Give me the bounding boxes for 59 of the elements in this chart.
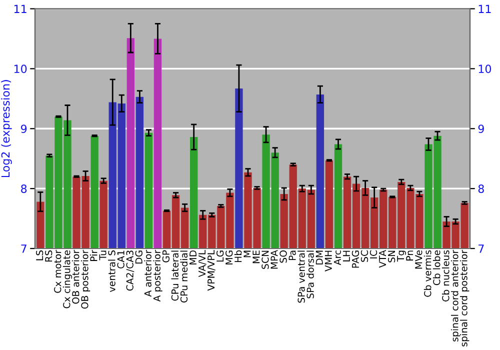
x-tick-label: CPu medial (180, 250, 188, 303)
y2-tick-label: 7 (478, 244, 484, 253)
x-tick-label: OB anterior (72, 250, 80, 304)
x-tick-label: SC (360, 250, 368, 262)
x-tick-label: MD (190, 250, 196, 264)
x-tick-label: SPa ventral (298, 250, 305, 303)
x-tick-label: CPu lateral (171, 250, 179, 301)
x-tick-label: VPM/VPL (208, 250, 216, 291)
x-tick-label: Pa (288, 250, 296, 260)
x-tick-label: DM (316, 250, 323, 264)
x-tick-label: A posterior (153, 250, 162, 302)
x-tick-label: VTA (379, 250, 386, 268)
x-tick-label: GP (162, 250, 170, 262)
y2-tick-label: 11 (478, 4, 491, 13)
x-tick-label: ME (252, 250, 260, 264)
x-tick-label: OB posterior (80, 250, 90, 309)
y-tick-label: 8 (21, 184, 27, 193)
x-tick-label: spinal cord posterior (460, 250, 470, 346)
x-tick-label: Cx motor (54, 250, 62, 293)
y-tick-label: 10 (14, 64, 27, 74)
x-tick-label: Tg (397, 250, 406, 262)
x-tick-label: VMH (324, 250, 332, 272)
y-tick-label: 7 (21, 244, 26, 253)
x-tick-label: CA1 (117, 250, 124, 268)
x-tick-label: Pir (90, 250, 98, 261)
x-tick-label: MG (226, 250, 233, 264)
x-tick-label: Hb (234, 250, 242, 262)
x-tick-label: MPA (270, 250, 278, 269)
x-tick-label: LS (36, 250, 44, 260)
x-tick-label: M (244, 250, 251, 258)
y2-tick-label: 9 (478, 124, 484, 134)
x-tick-label: Cb lobe (432, 250, 440, 286)
y-axis-title: Log2 (expression) (1, 80, 12, 178)
x-tick-label: SPa dorsal (306, 250, 314, 298)
x-tick-label: Cb vermis (424, 250, 432, 297)
x-tick-label: VA/VL (198, 250, 206, 278)
x-tick-label: ventral S (108, 250, 116, 292)
x-tick-label: Arc (334, 250, 341, 266)
x-tick-label: A anterior (144, 250, 152, 297)
x-tick-label: MVe (415, 250, 422, 269)
x-tick-label: LG (216, 250, 224, 262)
y-tick-label: 9 (20, 124, 27, 134)
y2-tick-label: 8 (478, 184, 484, 193)
x-tick-label: Cb nucleus (442, 250, 450, 302)
x-tick-label: spinal cord anterior (450, 250, 460, 342)
x-tick-label: CA2/CA3 (126, 250, 134, 291)
x-tick-label: SCN (262, 250, 269, 269)
x-tick-label: Tu (99, 250, 106, 260)
x-tick-label: DG (135, 250, 142, 264)
x-tick-label: Cx cingulate (62, 250, 72, 308)
x-tick-label: RS (45, 250, 52, 262)
x-tick-label: PAG (352, 250, 360, 268)
y2-tick-label: 10 (478, 64, 492, 74)
x-tick-label: SO (280, 250, 287, 263)
x-tick-label: SN (388, 250, 396, 262)
y-tick-label: 11 (14, 4, 26, 13)
x-tick-label: IC (370, 250, 378, 258)
x-tick-label: Pn (406, 250, 414, 260)
x-tick-label: LH (342, 250, 350, 262)
